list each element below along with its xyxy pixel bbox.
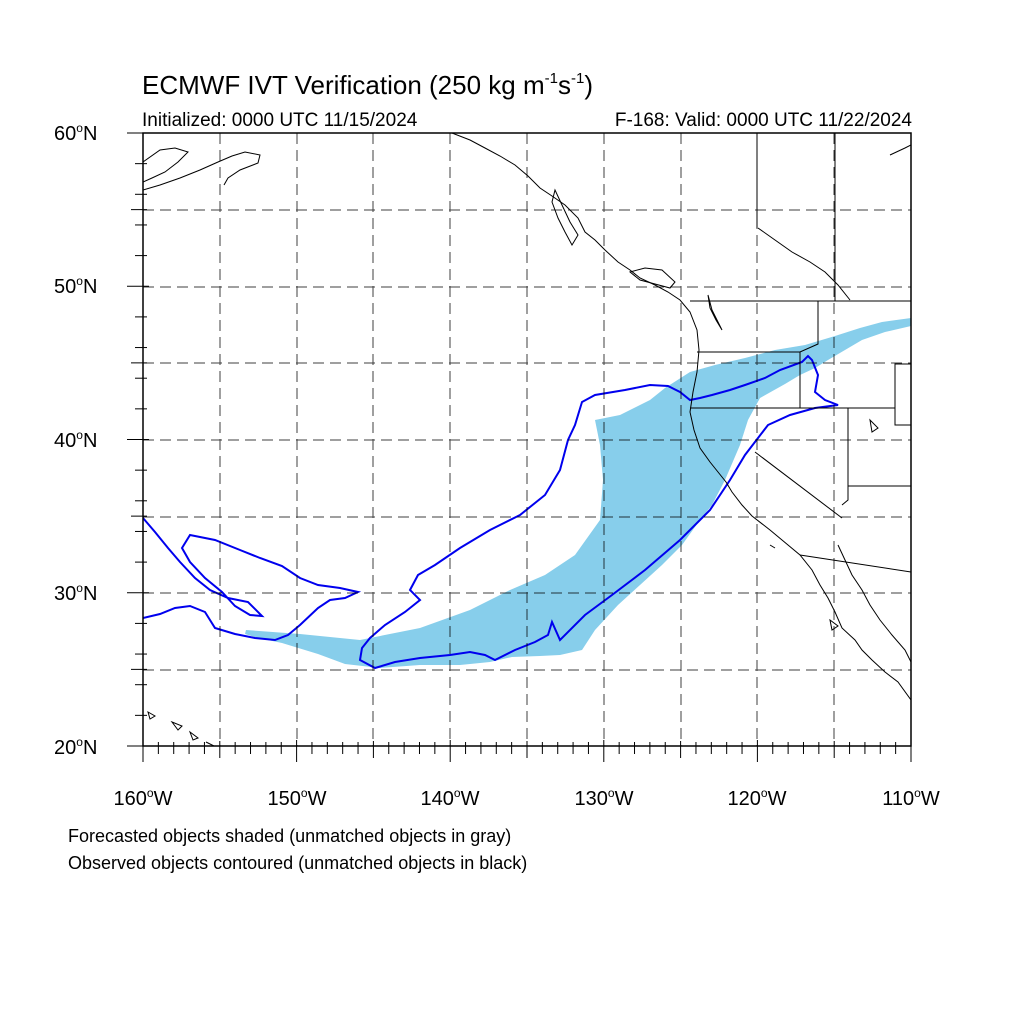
lon-label-130w: 130oW bbox=[574, 786, 634, 810]
lon-label-110w: 110oW bbox=[882, 786, 940, 810]
observed-object-main bbox=[358, 354, 839, 670]
lat-label-60n: 60oN bbox=[54, 121, 98, 145]
lat-label-50n: 50oN bbox=[54, 274, 98, 298]
lon-label-120w: 120oW bbox=[727, 786, 787, 810]
axis-ticks bbox=[127, 132, 912, 762]
forecast-object bbox=[245, 318, 911, 668]
observed-note: Observed objects contoured (unmatched ob… bbox=[68, 853, 528, 873]
lon-label-140w: 140oW bbox=[420, 786, 480, 810]
lon-label-160w: 160oW bbox=[113, 786, 173, 810]
coastlines bbox=[143, 133, 911, 746]
lat-label-40n: 40oN bbox=[54, 428, 98, 452]
initialized-time: Initialized: 0000 UTC 11/15/2024 bbox=[142, 110, 418, 131]
lat-label-20n: 20oN bbox=[54, 735, 98, 759]
forecast-note: Forecasted objects shaded (unmatched obj… bbox=[68, 826, 512, 846]
political-borders bbox=[690, 133, 911, 573]
map-title: ECMWF IVT Verification (250 kg m-1s-1) bbox=[142, 70, 593, 100]
valid-time: F-168: Valid: 0000 UTC 11/22/2024 bbox=[614, 110, 912, 131]
lon-label-150w: 150oW bbox=[267, 786, 327, 810]
observed-object-contour bbox=[143, 517, 362, 642]
lat-lon-grid bbox=[143, 133, 911, 746]
lat-label-30n: 30oN bbox=[54, 581, 98, 605]
